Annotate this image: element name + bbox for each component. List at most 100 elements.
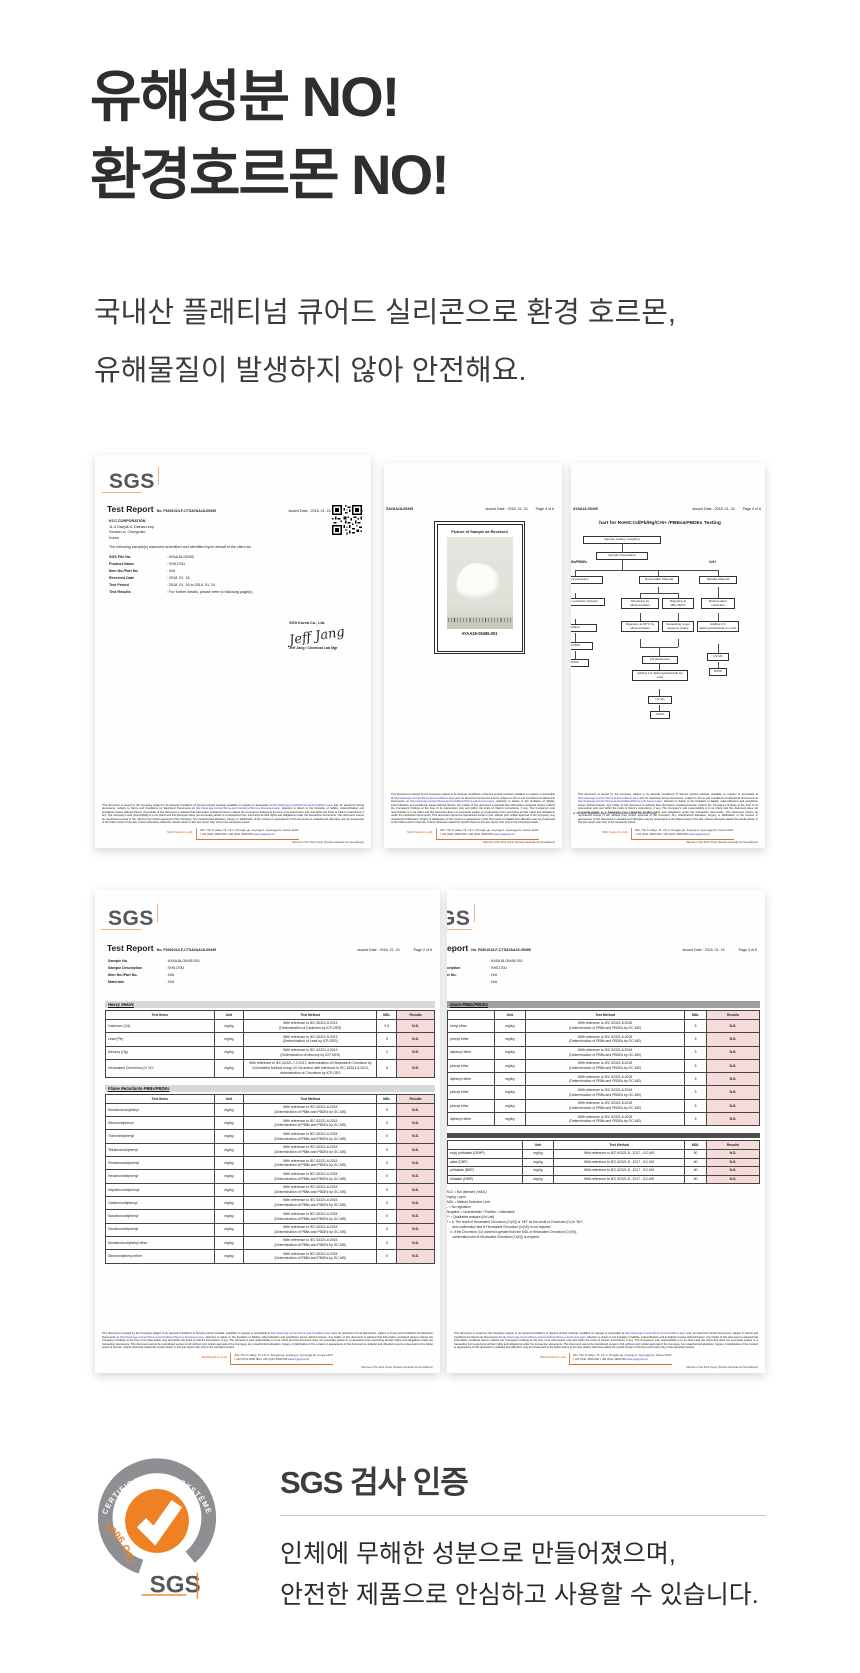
field-row: cription: SH5170U (447, 966, 508, 971)
result-cell: N.D. (396, 1129, 435, 1144)
footer-link: http://www.sgs.com/en/Terms-and-Conditio… (578, 800, 663, 804)
field-row: SGS File No.: AYAA18-05495 (109, 555, 194, 559)
field-row: Sample Description: SH5170U (108, 966, 185, 971)
flow-box-boiling-water: Boiling water extraction (701, 598, 735, 610)
result-cell: N.D. (396, 1058, 435, 1078)
table-row: Monobromodiphenyl ether mg/kg With refer… (105, 1235, 435, 1251)
table-row: exyl) phthalate (DEHP) mg/kg With refere… (447, 1148, 761, 1159)
flow-box-sample-cutting: Sample cutting / weighing (583, 536, 661, 544)
table-row: Monobromobiphenyl mg/kg With reference t… (105, 1102, 435, 1118)
result-cell: N.D. (396, 1116, 435, 1131)
col-test-method: Test Method (243, 1094, 378, 1104)
result-cell: N.D. (396, 1182, 435, 1198)
cert-description: 인체에 무해한 성분으로 만들어졌으며, 안전한 제품으로 안심하고 사용할 수 … (280, 1534, 759, 1616)
divider (280, 1515, 766, 1516)
footer-link: http://www.sgs.com/en/Terms-and-Conditio… (272, 803, 333, 807)
table-row: Dibromobiphenyl mg/kg With reference to … (105, 1116, 435, 1131)
result-cell: N.D. (396, 1102, 435, 1118)
flow-box-nonmetallic-material: Nonmetallic Material (639, 576, 679, 584)
client-address-line: Seosan-si, Chungnam (109, 530, 146, 535)
footer-address: 322, The O valley, 76, LS-ro, Dongan-gu,… (568, 1352, 672, 1365)
footer-member-line: Member of the SGS Group (Société Général… (483, 841, 555, 844)
page-title: 유해성분 NO! 환경호르몬 NO! (90, 58, 450, 214)
flow-box-separating: Separating to get aqueous phase (662, 621, 694, 633)
flow-line (640, 639, 641, 647)
flow-box-uvvis-right: UV-Vis (707, 653, 729, 661)
photo-title: Picture of Sample as Received (451, 528, 508, 534)
sample-photo (446, 536, 513, 629)
table-row: Nonabromobiphenyl mg/kg With reference t… (105, 1209, 435, 1224)
flow-line (659, 689, 660, 696)
issued-date: Issued Date : 2018. 01. 24 (485, 507, 528, 511)
note-line: mg/kg = ppm (447, 1195, 466, 1200)
footer-link: http://www.sgs.com/en/Terms-and-Conditio… (578, 796, 639, 800)
intro-line: The following sample(s) was/were submitt… (109, 545, 252, 549)
client-address: 11-4 Daejuk-ri, Daesan-eup Seosan-si, Chu… (109, 525, 154, 542)
flow-box-ph-adjustment: pH adjustment (642, 656, 678, 664)
sample-fields: Sample No.: AYAA18-05495.001 Sample Descr… (108, 958, 308, 986)
footer-link: http://www.sgs.com/en/Terms-and-Conditio… (625, 1332, 686, 1336)
footer-link: http://www.sgs.com/en/Terms-and-Conditio… (195, 807, 281, 811)
page-number: Page 5 of 6 (742, 507, 761, 511)
col-mdl: MDL (376, 1094, 398, 1104)
result-cell: N.D. (705, 1018, 761, 1034)
field-row: Test Results: For further details, pleas… (109, 590, 253, 595)
footer-address: 322, The O valley, 76, LS-ro, Dongan-gu,… (630, 827, 734, 840)
result-cell: N.D. (396, 1249, 435, 1264)
table-row: diphenyl ether mg/kg With reference to I… (447, 1045, 761, 1060)
note-line: - = No regulation (447, 1205, 471, 1210)
result-cell: N.D. (396, 1045, 435, 1060)
report-header: SAYAA18-05495 Issued Date : 2018. 01. 24… (386, 507, 554, 511)
footer-link: http://www.sgs.com/en/Terms-and-Conditio… (501, 1335, 587, 1339)
flow-line (622, 544, 623, 552)
report-header: eport No. F690101/LF-CTSAYAA18-05495 Iss… (447, 943, 757, 953)
col-test-items-cropped (447, 1010, 495, 1020)
flow-box-gcms: GC/MS (571, 642, 593, 650)
col-mdl: MDL (684, 1010, 707, 1020)
test-report-page5-flowchart: AYAA18-05495 Issued Date : 2018. 01. 24 … (571, 463, 765, 848)
result-cell: N.D. (396, 1169, 435, 1184)
cert-heading: SGS 검사 인증 (280, 1465, 469, 1500)
table-row: Mercury (Hg) mg/kg With reference to IEC… (105, 1045, 435, 1060)
signature: Jeff Jang (288, 624, 346, 649)
flow-line (640, 593, 641, 598)
badge-accent-mark (196, 1572, 199, 1599)
footer-member-line: Member of the SGS Group (Société Général… (361, 1366, 433, 1369)
flow-line (659, 664, 660, 670)
footer-address: 322, The O valley, 76, LS-ro, Dongan-gu,… (435, 827, 539, 840)
col-test-method: Test Method (524, 1010, 686, 1020)
footer-link: http://www.sgs.com/en/Terms-and-Conditio… (270, 1332, 332, 1336)
flow-box-adding-carbazide-mid: Adding 1,5-diphenylcarbazide for color (632, 670, 688, 682)
flow-box-dilution-solution: tration/Dilution extraction Solution (571, 598, 605, 606)
client-address-line: Korea (109, 536, 119, 541)
table-row: Heptabromobiphenyl mg/kg With reference … (105, 1182, 435, 1198)
footer-company-row: SGS Korea Co.,Ltd. 322, The O valley, 76… (102, 827, 364, 840)
flow-box-data-mid: DATA (650, 711, 670, 719)
report-title: Test Report (107, 504, 154, 514)
table-header-row: Test Items Unit Test Method MDL Results (105, 1010, 435, 1020)
col-unit: Unit (521, 1140, 555, 1150)
footer-web-link: www.sgsgroup.kr (688, 831, 710, 836)
col-results: Results (396, 1094, 435, 1104)
page-number: Page 4 of 6 (535, 507, 554, 511)
flow-box-dissolving: Dissolving by ultrasonication (621, 598, 659, 610)
flow-line (575, 570, 718, 571)
table-row: phenyl ether mg/kg With reference to IEC… (447, 1032, 761, 1047)
flow-label-pbbs-pbdes: PBBs/PBDEs (571, 560, 588, 564)
title-line-1: 유해성분 NO! (90, 65, 400, 128)
table-row: Tetrabromobiphenyl mg/kg With reference … (105, 1142, 435, 1158)
table-row: Hexavalent Chromium (Cr VI)* mg/kg With … (105, 1058, 435, 1078)
col-results: Results (705, 1010, 761, 1020)
report-title-fragment: eport (447, 943, 469, 953)
client-name: KCC CORPORATION (109, 519, 146, 523)
qr-code (332, 505, 362, 535)
table-row: Dibromodiphenyl ether mg/kg With referen… (105, 1249, 435, 1264)
table-row: phthalate (BBP) mg/kg With reference to … (447, 1166, 761, 1176)
col-mdl: MDL (684, 1140, 707, 1150)
result-cell: N.D. (396, 1209, 435, 1224)
field-row: Item No./Part No.: N/A (108, 973, 175, 978)
note-line: and confirmation test of Hexavalent Chro… (447, 1224, 552, 1229)
field-row: Test Period: 2018. 01. 18 to 2018. 01. 2… (109, 583, 216, 588)
company-name: SGS Korea Co., Ltd. (289, 621, 326, 625)
col-results: Results (705, 1140, 761, 1150)
